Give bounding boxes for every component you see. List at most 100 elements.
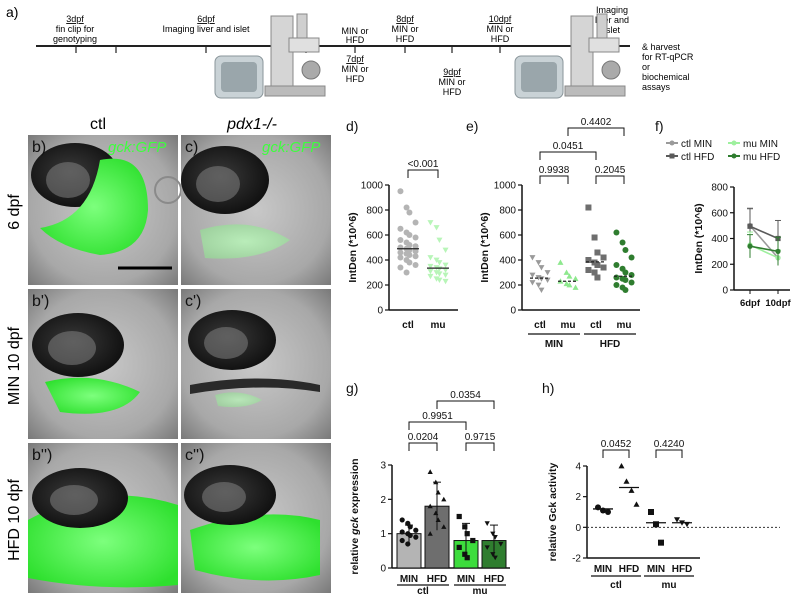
event-line: HFD <box>346 35 365 45</box>
p-value-label: 0.9715 <box>465 432 496 443</box>
timeline-event-8dpf: 8dpf MIN or HFD <box>392 14 419 44</box>
significance-bracket <box>602 449 630 458</box>
significance-bracket <box>465 442 495 451</box>
p-value-label: 0.4240 <box>654 439 685 450</box>
data-point <box>585 204 592 211</box>
data-point <box>456 544 462 550</box>
p-value-label: 0.9938 <box>539 165 570 176</box>
data-point <box>622 277 629 283</box>
data-point <box>412 262 419 268</box>
data-point <box>775 248 781 254</box>
data-point <box>406 232 413 238</box>
event-line: islet <box>604 25 621 35</box>
significance-bracket <box>407 169 439 178</box>
event-day: 9dpf <box>443 67 461 77</box>
data-point <box>427 503 433 509</box>
p-value-label: 0.4402 <box>581 117 612 128</box>
y-axis-label-part: gck <box>349 516 361 536</box>
data-point <box>433 510 439 516</box>
data-point <box>628 272 635 278</box>
data-point <box>544 270 551 276</box>
y-tick-label: 400 <box>499 256 516 267</box>
y-axis-label: relative Gck activity <box>547 463 559 562</box>
data-point <box>399 537 405 544</box>
y-tick-label: 0 <box>722 286 728 297</box>
event-line: MIN or <box>392 24 419 34</box>
timeline-panel: a) 3dpf fin clip for genotyping 6dpf Ima… <box>6 4 694 99</box>
y-tick-label: 800 <box>499 206 516 217</box>
group-label: mu <box>662 580 677 591</box>
event-line: MIN or <box>342 64 369 74</box>
significance-bracket <box>595 175 625 184</box>
y-tick-label: 1000 <box>494 181 517 192</box>
y-tick-label: 0 <box>380 564 386 575</box>
data-point <box>403 269 410 276</box>
data-point <box>435 489 441 495</box>
event-line: HFD <box>396 34 415 44</box>
significance-bracket <box>539 151 597 160</box>
p-value-label: 0.2045 <box>595 165 626 176</box>
data-point <box>623 478 630 484</box>
x-tick-label: HFD <box>484 574 505 585</box>
data-point <box>585 267 592 273</box>
x-tick-label: MIN <box>594 564 612 575</box>
timeline-event-6dpf: 6dpf Imaging liver and islet <box>162 14 250 34</box>
chart-panel-d: d) 0 200 400 600 800 1000 IntDen (*10^6) ctl mu <0… <box>346 118 458 331</box>
y-axis-label-part: expression <box>349 458 361 516</box>
data-point <box>492 555 498 561</box>
p-value-label: 0.9951 <box>422 411 453 422</box>
data-point <box>563 269 570 275</box>
y-tick-label: 0 <box>510 306 516 317</box>
timeline-event-3dpf: 3dpf fin clip for genotyping <box>53 14 97 44</box>
event-line: HFD <box>491 34 510 44</box>
col-header-ctl: ctl <box>90 116 106 133</box>
data-point <box>397 188 404 195</box>
legend-marker <box>669 153 675 159</box>
data-point <box>433 257 440 263</box>
significance-bracket <box>655 449 683 458</box>
data-point <box>498 541 504 547</box>
panel-label-f: f) <box>655 118 664 134</box>
group-label: mu <box>473 586 488 594</box>
data-point <box>572 275 579 282</box>
y-tick-label: 2 <box>575 492 581 503</box>
data-point <box>490 552 496 557</box>
data-point <box>406 259 413 266</box>
y-tick-label: 0 <box>575 523 581 534</box>
y-tick-label: 1 <box>380 529 386 540</box>
data-point <box>442 262 449 268</box>
panel-label-c-double-prime: c'') <box>185 447 204 464</box>
y-tick-label: 800 <box>711 183 728 194</box>
data-point <box>435 517 441 523</box>
y-tick-label: 200 <box>366 281 383 292</box>
y-tick-label: 400 <box>366 256 383 267</box>
event-line: HFD <box>346 74 365 84</box>
x-tick-label: HFD <box>672 564 693 575</box>
data-point <box>585 257 592 263</box>
data-point <box>538 265 545 271</box>
panel-label-h: h) <box>542 380 554 396</box>
y-axis-label: IntDen (*10^6) <box>693 203 705 273</box>
data-point <box>412 243 419 250</box>
data-point <box>403 204 410 211</box>
event-line: HFD <box>443 87 462 97</box>
data-point <box>433 479 439 485</box>
data-point <box>633 501 640 507</box>
data-point <box>427 263 434 270</box>
data-point <box>628 279 635 286</box>
chart-panel-f: f) ctl MIN ctl HFD mu MIN mu HFD 0 200 400 600 80… <box>655 118 792 309</box>
significance-bracket <box>408 442 438 451</box>
event-line: Imaging <box>596 5 628 15</box>
data-point <box>572 284 579 290</box>
micrograph-b-prime: b') <box>28 289 178 439</box>
x-tick-label: mu <box>431 320 446 331</box>
event-line: MIN or <box>439 77 466 87</box>
p-value-label: 0.0451 <box>553 141 584 152</box>
y-tick-label: 4 <box>575 462 581 473</box>
data-point <box>490 531 496 537</box>
micrograph-b-double-prime: b'') <box>28 443 178 593</box>
data-point <box>484 521 490 526</box>
data-point <box>464 531 470 537</box>
p-value-label: 0.0354 <box>450 390 481 401</box>
data-point <box>462 524 468 530</box>
